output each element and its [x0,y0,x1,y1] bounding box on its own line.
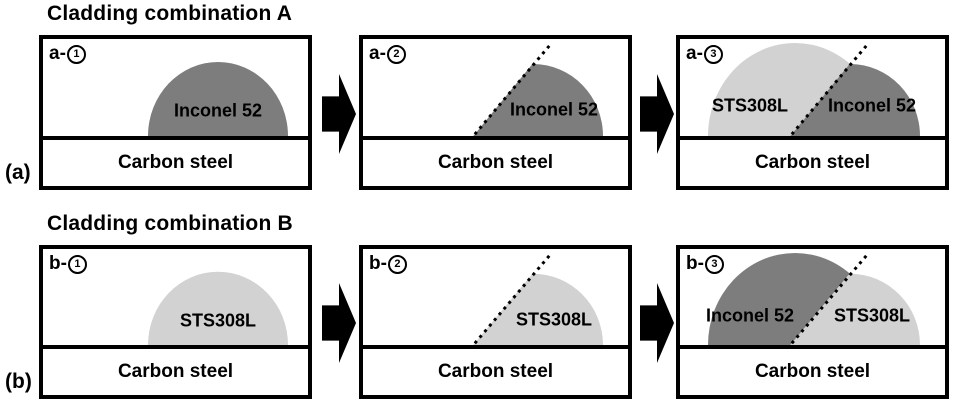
row-b-label: (b) [5,370,32,393]
substrate-label: Carbon steel [437,361,554,382]
cut-line [471,253,552,345]
row-a-label: (a) [5,161,31,184]
material-label-sts: STS308L [515,309,593,330]
cut-line [788,253,869,345]
circled-number-icon: 1 [67,254,87,274]
row-a-title: Cladding combination A [47,2,293,25]
badge-prefix: a- [686,43,703,64]
process-arrow-icon [322,74,356,154]
circled-number-icon: 3 [704,254,724,274]
clad-bead-sts [148,271,288,345]
circled-number-icon: 2 [387,254,407,274]
clad-diagram-a2 [470,44,603,136]
panel-b1-badge: b- 1 [49,253,87,275]
substrate-label: Carbon steel [117,152,234,173]
material-label-inconel: Inconel 52 [173,100,263,121]
clad-diagram-b1 [148,271,288,345]
badge-prefix: a- [49,43,66,64]
material-label-sts: STS308L [833,305,911,326]
clad-bead-inconel [148,62,288,136]
badge-prefix: b- [49,253,67,274]
cut-line [471,44,552,136]
substrate-bar: Carbon steel [363,345,628,395]
panel-a2-badge: a- 2 [369,43,406,65]
panel-a1-badge: a- 1 [49,43,86,65]
process-arrow-icon [640,283,674,363]
substrate-label: Carbon steel [437,152,554,173]
substrate-bar: Carbon steel [680,345,945,395]
clad-diagram-b3 [708,253,920,345]
material-label-sts: STS308L [179,310,257,331]
clad-diagram-b2 [470,253,603,345]
row-b-title: Cladding combination B [47,212,293,235]
panel-b3-badge: b- 3 [686,253,724,275]
process-arrow-icon [640,74,674,154]
panel-b1: b- 1 STS308L Carbon steel [39,245,312,399]
substrate-bar: Carbon steel [363,136,628,186]
circled-number-icon: 2 [386,44,406,64]
substrate-label: Carbon steel [754,152,871,173]
material-label-inconel: Inconel 52 [827,95,917,116]
badge-prefix: b- [686,253,704,274]
circled-number-icon: 3 [703,44,723,64]
panel-b2-badge: b- 2 [369,253,407,275]
panel-a3-badge: a- 3 [686,43,723,65]
circled-number-icon: 1 [66,44,86,64]
panel-a1: a- 1 Inconel 52 Carbon steel [39,35,312,190]
substrate-bar: Carbon steel [680,136,945,186]
clad-diagram-a1 [148,62,288,136]
substrate-label: Carbon steel [117,361,234,382]
badge-prefix: a- [369,43,386,64]
substrate-label: Carbon steel [754,361,871,382]
panel-b3: b- 3 Inconel 52 STS308L Carbon steel [676,245,949,399]
process-arrow-icon [322,283,356,363]
material-label-inconel: Inconel 52 [705,305,795,326]
badge-prefix: b- [369,253,387,274]
panel-a3: a- 3 STS308L Inconel 52 Carbon steel [676,35,949,190]
material-label-sts: STS308L [711,95,789,116]
panel-a2: a- 2 Inconel 52 Carbon steel [359,35,632,190]
panel-b2: b- 2 STS308L Carbon steel [359,245,632,399]
cut-line [788,44,869,136]
clad-diagram-a3 [708,43,920,136]
material-label-inconel: Inconel 52 [509,99,599,120]
substrate-bar: Carbon steel [43,136,308,186]
substrate-bar: Carbon steel [43,345,308,395]
